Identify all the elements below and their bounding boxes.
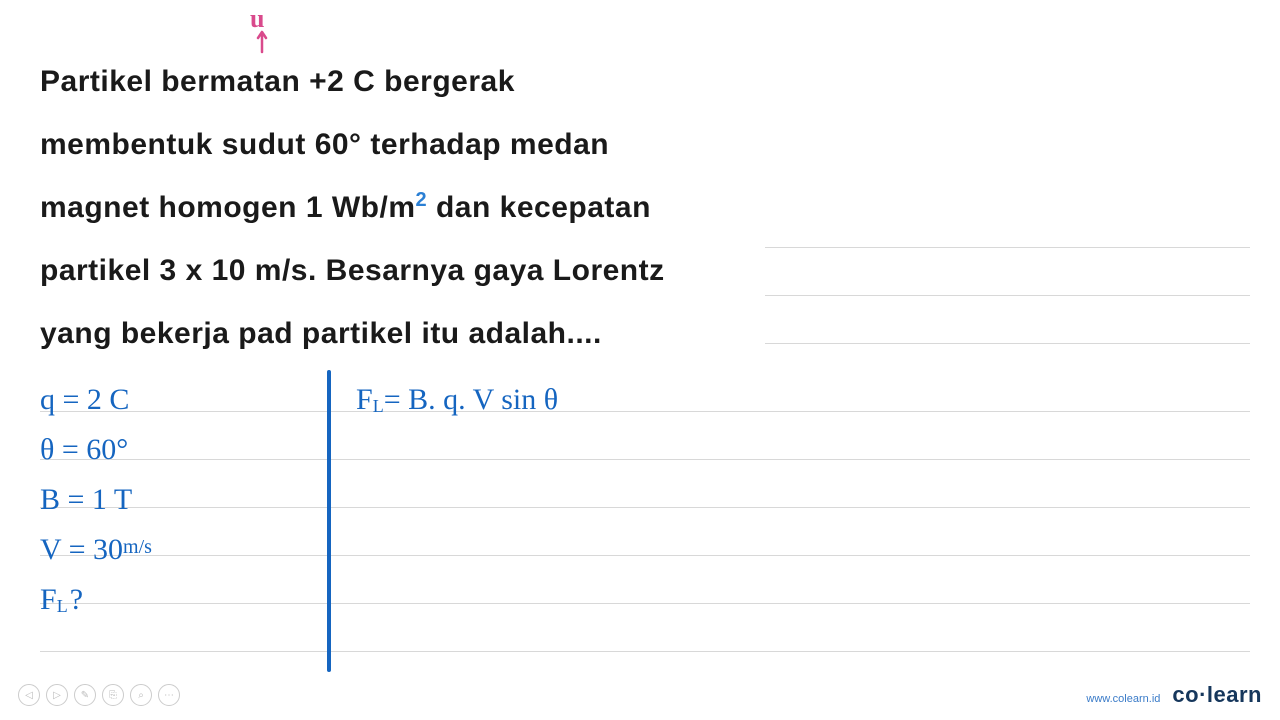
problem-line3-a: magnet homogen 1 Wb/m [40,191,416,224]
footer: ◁ ▷ ✎ ⎘ ⌕ ⋯ www.colearn.id co·learn [0,678,1280,712]
logo-learn: learn [1207,682,1262,707]
formula-equation: = B. q. V sin θ [384,383,558,417]
logo-dot: · [1199,682,1207,707]
problem-line1-b: atan +2 C bergerak [237,65,515,98]
problem-line4: partikel 3 x 10 m/s. Besarnya gaya Loren… [40,254,665,287]
search-button[interactable]: ⌕ [130,684,152,706]
problem-superscript: 2 [416,189,428,211]
fl-subscript: L [57,596,68,617]
problem-line3-b: dan kecepatan [427,191,651,224]
next-button[interactable]: ▷ [46,684,68,706]
prev-button[interactable]: ◁ [18,684,40,706]
divider-line [327,370,331,672]
footer-url: www.colearn.id [1086,693,1160,705]
ruled-line [765,248,1250,296]
fl-question: ? [70,583,83,617]
given-v: V = 30 m/s [40,525,300,575]
problem-line1-a: Partikel berm [40,65,237,98]
brand-area: www.colearn.id co·learn [1086,682,1262,708]
problem-line2: membentuk sudut 60° terhadap medan [40,128,609,161]
fl-symbol: F [40,583,57,617]
given-v-unit: m/s [123,533,152,567]
given-q: q = 2 C [40,375,300,425]
formula-line: FL = B. q. V sin θ [356,375,558,425]
given-b: B = 1 T [40,475,300,525]
copy-button[interactable]: ⎘ [102,684,124,706]
more-button[interactable]: ⋯ [158,684,180,706]
problem-line5: yang bekerja pad partikel itu adalah.... [40,317,602,350]
formula-fl-sub: L [373,396,384,417]
given-fl: FL? [40,575,300,625]
formula-fl: F [356,383,373,417]
given-theta: θ = 60° [40,425,300,475]
footer-logo: co·learn [1172,682,1262,708]
edit-button[interactable]: ✎ [74,684,96,706]
solution-formula: FL = B. q. V sin θ [356,375,558,425]
ruled-line [765,200,1250,248]
given-values: q = 2 C θ = 60° B = 1 T V = 30 m/s FL? [40,375,300,625]
media-controls: ◁ ▷ ✎ ⎘ ⌕ ⋯ [18,684,180,706]
given-v-value: V = 30 [40,533,123,567]
logo-co: co [1172,682,1199,707]
problem-statement: Partikel bermatan +2 C bergerak membentu… [40,50,780,365]
ruled-line [765,296,1250,344]
